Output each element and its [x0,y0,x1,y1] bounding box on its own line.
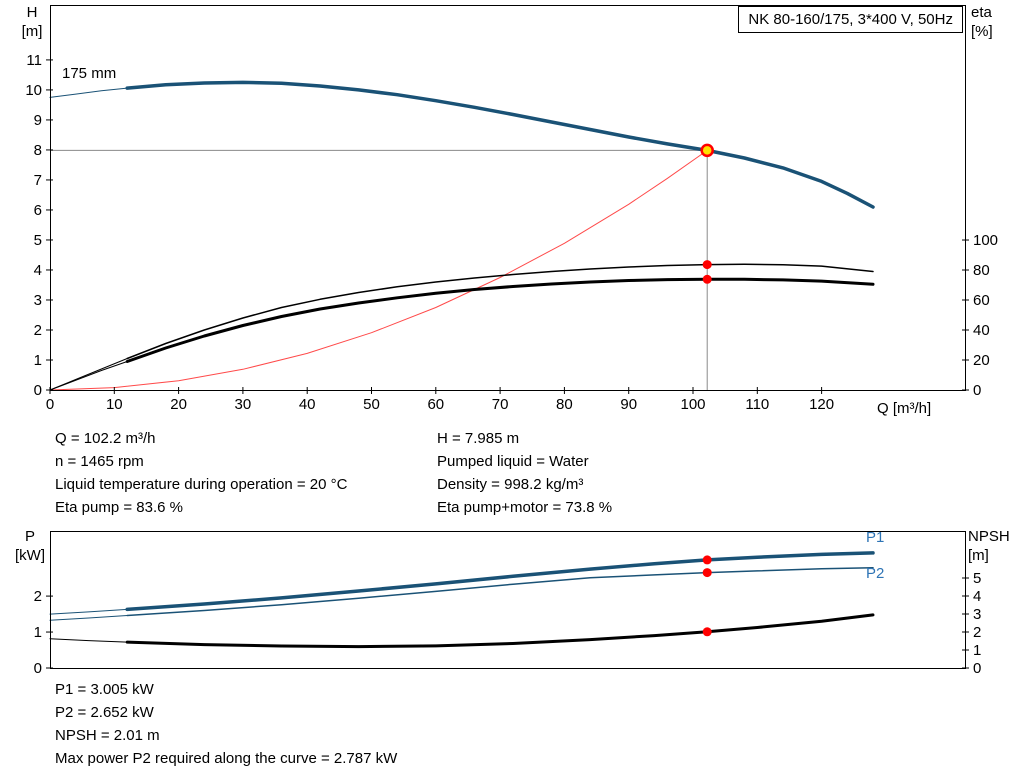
system-curve [49,149,708,391]
x-tick-label: 0 [46,396,54,413]
left-tick-label: 2 [34,322,42,339]
result-npsh: NPSH = 2.01 m [55,727,160,744]
npsh-curve [125,613,875,649]
h-axis-label: H [m] [14,3,50,41]
q-axis-label: Q [m³/h] [877,400,932,417]
right-tick-label: 40 [973,322,990,339]
impeller-size-label: 175 mm [62,65,117,82]
npsh-point [702,627,712,637]
npsh-axis-label-line2: [m] [968,547,989,564]
left-tick-label: 1 [34,352,42,369]
p1-curve-label: P1 [866,529,885,546]
duty-point [700,143,714,158]
right-tick-label: 60 [973,292,990,309]
x-tick-label: 110 [745,396,769,413]
right-tick-label: 4 [973,588,981,605]
info-eta-pump-motor: Eta pump+motor = 73.8 % [437,499,613,516]
h-axis-label-line2: [m] [21,23,43,40]
npsh-axis-label: NPSH [m] [968,527,1010,565]
x-tick-label: 90 [620,396,637,413]
eta-pump-motor-point [702,274,712,284]
right-tick-label: 1 [973,642,981,659]
duty-info-left: Q = 102.2 m³/h n = 1465 rpm Liquid tempe… [55,427,347,519]
left-tick-label: 11 [26,52,42,69]
head-curve-lead [49,87,128,98]
p2-curve-label: P2 [866,565,885,582]
npsh-axis-label-line1: NPSH [968,528,1010,545]
right-tick-label: 80 [973,262,990,279]
eta-pump-motor-lead [49,361,128,391]
right-tick-label: 100 [973,232,998,249]
info-q: Q = 102.2 m³/h [55,430,156,447]
x-tick-label: 70 [492,396,509,413]
qh-eta-chart: 0 10 20 30 40 50 60 70 80 90 100 110 120012345678910… [25,5,998,413]
head-curve-175mm [125,80,875,209]
result-p1: P1 = 3.005 kW [55,681,154,698]
npsh-lead [49,638,128,643]
left-tick-label: 0 [34,660,42,677]
eta-pump-point [702,260,712,270]
right-tick-label: 5 [973,570,981,587]
x-tick-label: 40 [299,396,316,413]
left-tick-label: 9 [34,112,42,129]
p1-curve [125,551,875,612]
left-tick-label: 0 [34,382,42,399]
result-block: P1 = 3.005 kW P2 = 2.652 kW NPSH = 2.01 … [55,678,397,770]
left-tick-label: 5 [34,232,42,249]
right-tick-label: 20 [973,352,990,369]
x-tick-label: 80 [556,396,573,413]
left-tick-label: 1 [34,624,42,641]
eta-pump-motor-curve [125,277,875,363]
qh-eta-chart-frame [50,5,966,391]
info-liquid: Pumped liquid = Water [437,453,589,470]
p2-curve [126,567,874,617]
x-tick-label: 50 [363,396,380,413]
p2-point [702,568,712,578]
p2-lead [49,615,128,621]
left-tick-label: 7 [34,172,42,189]
x-tick-label: 100 [680,396,705,413]
right-tick-label: 2 [973,624,981,641]
x-tick-label: 10 [106,396,123,413]
eta-axis-label-line1: eta [971,4,992,21]
pump-title-box: NK 80-160/175, 3*400 V, 50Hz [738,6,963,33]
right-tick-label: 3 [973,606,981,623]
info-temperature: Liquid temperature during operation = 20… [55,476,348,493]
left-tick-label: 3 [34,292,42,309]
right-tick-label: 0 [973,660,981,677]
duty-info-right: H = 7.985 m Pumped liquid = Water Densit… [437,427,612,519]
info-h: H = 7.985 m [437,430,520,447]
p-axis-label-line2: [kW] [15,547,45,564]
x-tick-label: 60 [427,396,444,413]
p-axis-label: P [kW] [10,527,50,565]
p1-lead [49,608,128,615]
eta-axis-label: eta [%] [971,3,993,41]
p-axis-label-line1: P [24,528,35,545]
left-tick-label: 4 [34,262,42,279]
info-eta-pump: Eta pump = 83.6 % [55,499,183,516]
eta-axis-label-line2: [%] [971,23,993,40]
h-axis-label-line1: H [26,4,38,21]
left-tick-label: 6 [34,202,42,219]
info-speed: n = 1465 rpm [55,453,144,470]
left-tick-label: 8 [34,142,42,159]
p1-point [702,555,712,565]
result-p2: P2 = 2.652 kW [55,704,154,721]
result-max-power: Max power P2 required along the curve = … [55,750,398,767]
power-npsh-chart-frame [50,531,966,669]
eta-pump-curve [126,263,874,360]
right-tick-label: 0 [973,382,981,399]
x-tick-label: 120 [809,396,834,413]
left-tick-label: 2 [34,588,42,605]
info-density: Density = 998.2 kg/m³ [437,476,584,493]
x-tick-label: 20 [170,396,187,413]
x-tick-label: 30 [235,396,252,413]
left-tick-label: 10 [25,82,42,99]
